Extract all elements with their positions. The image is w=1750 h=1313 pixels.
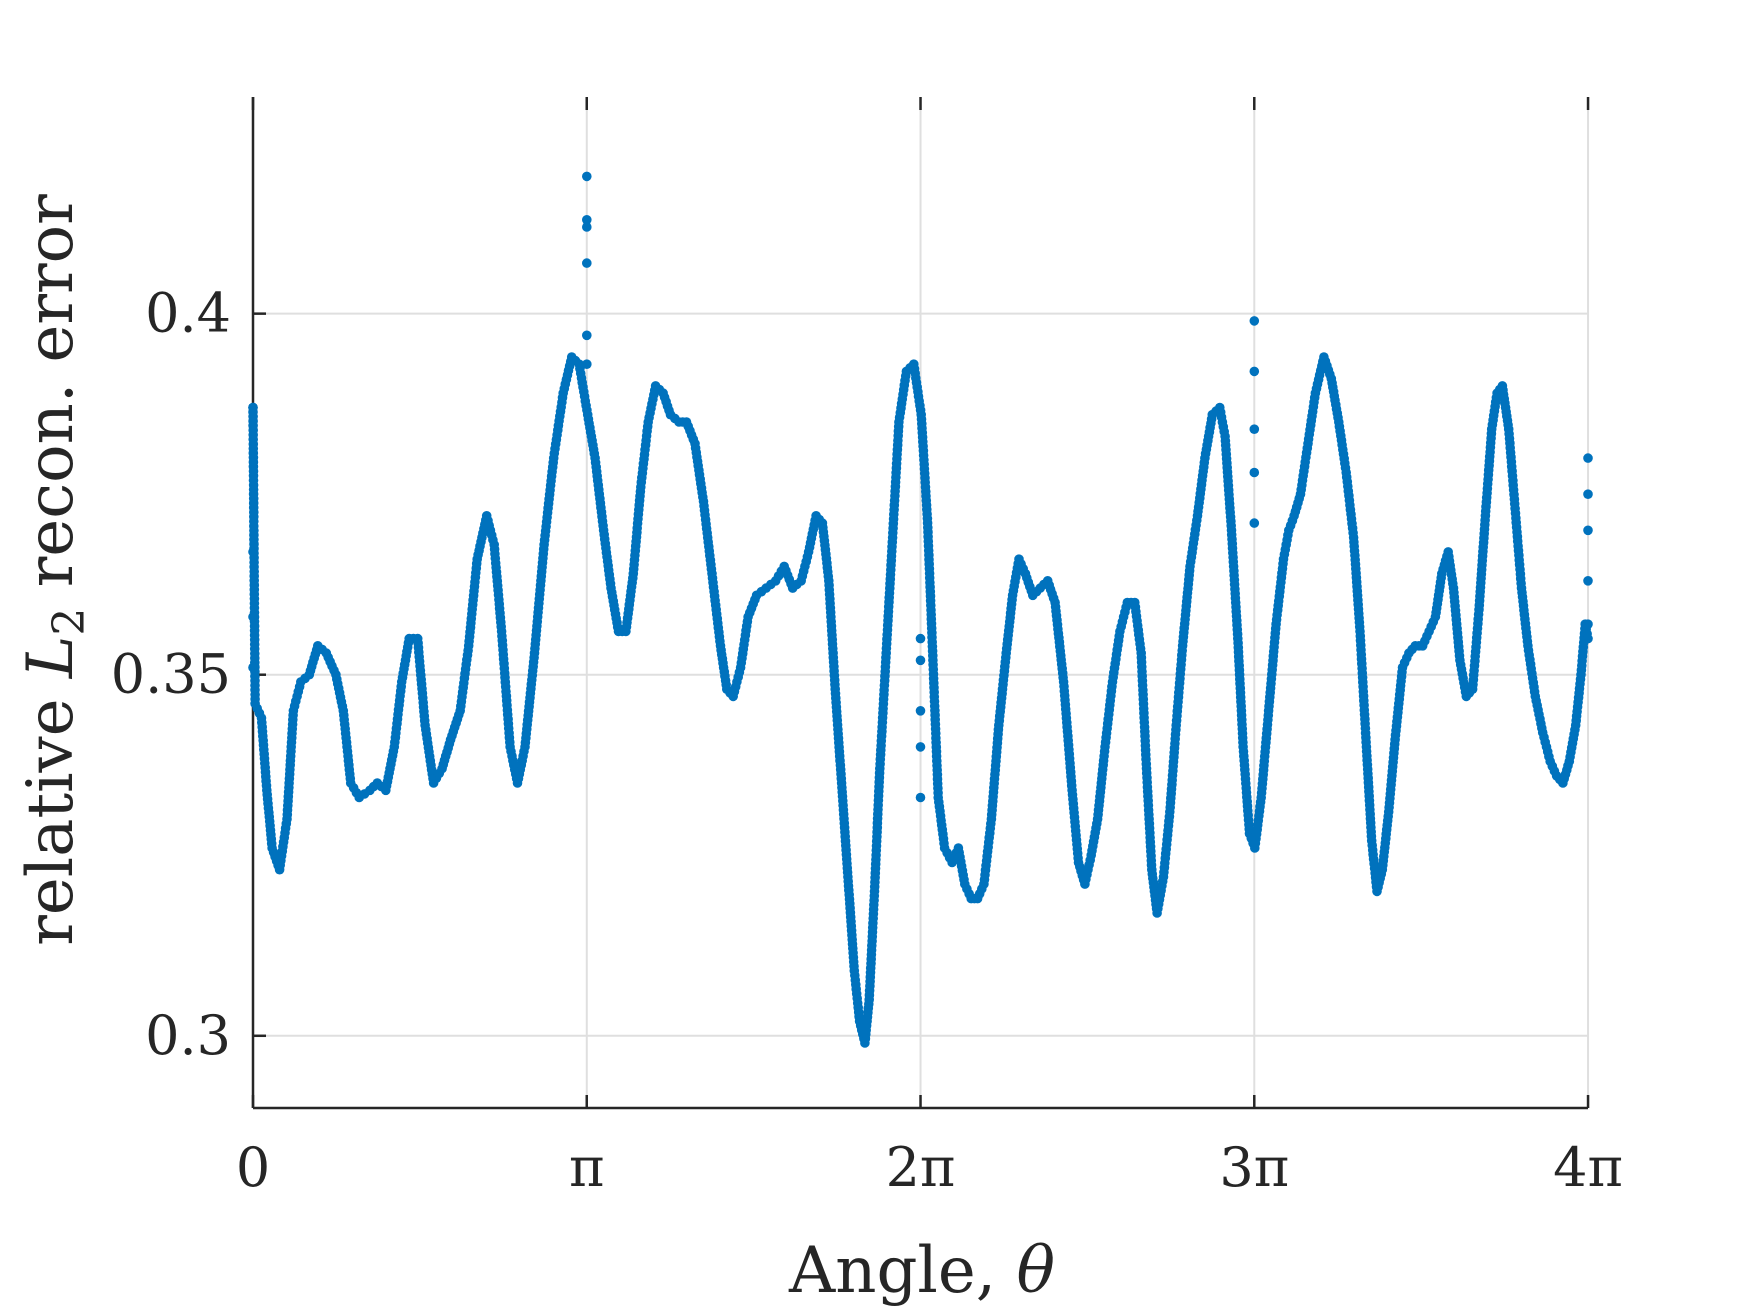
x-tick-label: 4π — [1553, 1136, 1623, 1199]
data-point — [1583, 525, 1593, 536]
data-point — [248, 612, 258, 622]
data-point — [915, 633, 926, 644]
y-axis-title-pre: relative — [14, 678, 88, 946]
x-tick-label: 3π — [1219, 1136, 1289, 1199]
data-point — [582, 215, 592, 225]
y-tick-label: 0.4 — [145, 282, 231, 345]
data-point — [582, 171, 592, 182]
data-point — [582, 258, 592, 268]
data-point — [248, 547, 258, 557]
data-point — [915, 792, 926, 803]
data-point — [1583, 576, 1593, 586]
data-point — [1583, 453, 1593, 463]
data-points — [248, 171, 1593, 1048]
data-point — [1583, 489, 1593, 500]
tick-labels: 0 π 2π 3π 4π 0.3 0.35 0.4 — [111, 282, 1623, 1199]
y-axis-title-var: L — [14, 636, 88, 680]
x-axis-title-var: θ — [1016, 1234, 1055, 1308]
data-point — [915, 742, 926, 752]
y-tick-label: 0.3 — [145, 1004, 231, 1067]
x-tick-label: 0 — [236, 1136, 270, 1199]
data-point — [1249, 366, 1260, 377]
x-axis-title-pre: Angle, — [788, 1234, 1016, 1308]
data-point — [1249, 424, 1260, 435]
x-axis-title: Angle, θ — [788, 1234, 1055, 1308]
data-point — [915, 655, 926, 666]
grid — [252, 97, 1590, 1108]
data-point — [915, 706, 926, 716]
data-point — [582, 359, 592, 370]
data-point — [582, 222, 592, 232]
data-point — [582, 330, 592, 341]
data-point — [1249, 518, 1260, 528]
data-point — [1249, 467, 1260, 478]
y-tick-label: 0.35 — [111, 643, 231, 706]
data-point — [1249, 316, 1260, 326]
data-point — [248, 402, 258, 413]
x-tick-label: π — [569, 1136, 605, 1199]
data-point — [1583, 633, 1593, 644]
data-point — [1583, 619, 1593, 629]
y-axis-title: relative L2 recon. error — [14, 194, 95, 946]
y-axis-title-sub: 2 — [44, 608, 95, 636]
data-point — [248, 662, 258, 673]
y-axis-title-post: recon. error — [14, 194, 88, 608]
x-tick-label: 2π — [886, 1136, 956, 1199]
